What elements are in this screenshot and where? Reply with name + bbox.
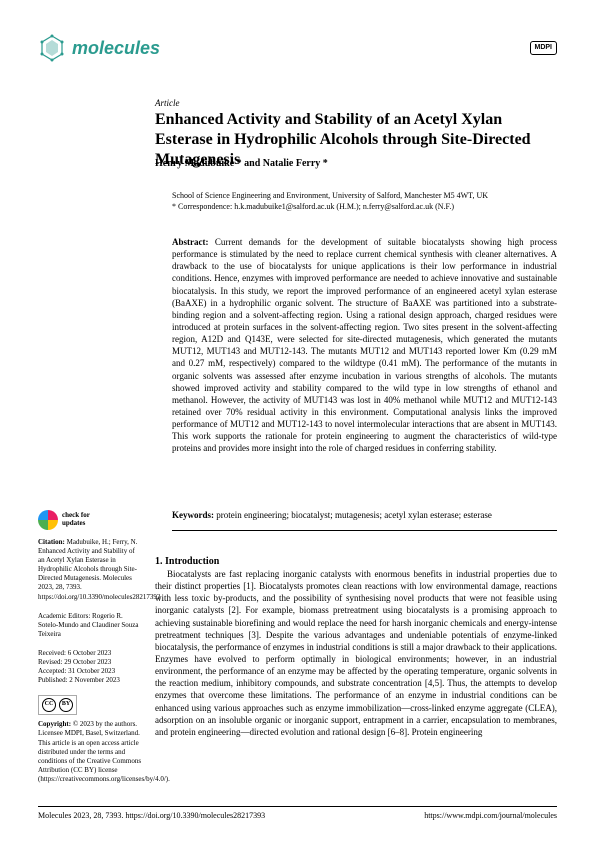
check-updates-badge[interactable]: check for updates	[38, 510, 143, 530]
section-divider	[172, 530, 557, 531]
journal-name: molecules	[72, 36, 160, 60]
affiliation-line: School of Science Engineering and Enviro…	[172, 191, 557, 202]
publisher-badge: MDPI	[530, 41, 558, 54]
correspondence-line: * Correspondence: h.k.madubuike1@salford…	[172, 202, 557, 213]
left-sidebar: check for updates Citation: Madubuike, H…	[38, 510, 143, 784]
introduction-paragraph: Biocatalysts are fast replacing inorgani…	[155, 568, 557, 738]
abstract-block: Abstract: Current demands for the develo…	[172, 236, 557, 455]
section-1-heading: 1. Introduction	[155, 555, 219, 569]
citation-label: Citation:	[38, 538, 65, 546]
published-date: Published: 2 November 2023	[38, 676, 143, 685]
revised-date: Revised: 29 October 2023	[38, 658, 143, 667]
page-footer: Molecules 2023, 28, 7393. https://doi.or…	[38, 806, 557, 822]
header-bar: molecules MDPI	[38, 34, 557, 62]
molecules-hex-icon	[38, 34, 66, 62]
cc-license-badge[interactable]: CC BY	[38, 695, 77, 715]
copyright-label: Copyright:	[38, 720, 71, 728]
received-date: Received: 6 October 2023	[38, 649, 143, 658]
citation-block: Citation: Madubuike, H.; Ferry, N. Enhan…	[38, 538, 143, 602]
abstract-label: Abstract:	[172, 237, 209, 247]
editors-block: Academic Editors: Rogerio R. Sotelo-Mund…	[38, 612, 143, 639]
check-updates-icon	[38, 510, 58, 530]
affiliation-block: School of Science Engineering and Enviro…	[172, 191, 557, 213]
authors-line: Henry Madubuike * and Natalie Ferry *	[155, 157, 328, 171]
check-updates-line2: updates	[62, 519, 85, 527]
accepted-date: Accepted: 31 October 2023	[38, 667, 143, 676]
article-type-label: Article	[155, 97, 180, 109]
dates-block: Received: 6 October 2023 Revised: 29 Oct…	[38, 649, 143, 685]
copyright-text: © 2023 by the authors. Licensee MDPI, Ba…	[38, 720, 170, 783]
copyright-block: Copyright: © 2023 by the authors. Licens…	[38, 720, 143, 784]
keywords-label: Keywords:	[172, 510, 214, 520]
footer-citation: Molecules 2023, 28, 7393. https://doi.or…	[38, 811, 265, 822]
keywords-text: protein engineering; biocatalyst; mutage…	[216, 510, 492, 520]
abstract-text: Current demands for the development of s…	[172, 237, 557, 453]
footer-journal-url: https://www.mdpi.com/journal/molecules	[424, 811, 557, 822]
check-updates-text: check for updates	[62, 512, 90, 527]
journal-logo: molecules	[38, 34, 160, 62]
by-icon: BY	[59, 698, 73, 712]
cc-icon: CC	[42, 698, 56, 712]
citation-text: Madubuike, H.; Ferry, N. Enhanced Activi…	[38, 538, 160, 601]
keywords-block: Keywords: protein engineering; biocataly…	[172, 509, 557, 521]
